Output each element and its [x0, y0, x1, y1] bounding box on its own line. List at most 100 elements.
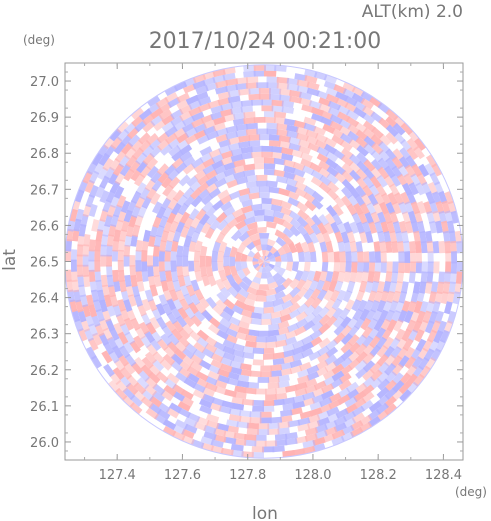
- field-cell: [133, 173, 146, 187]
- field-cell: [233, 112, 246, 120]
- field-cell: [307, 270, 316, 282]
- field-cell: [129, 255, 136, 267]
- field-cell: [351, 261, 358, 273]
- field-cell: [199, 245, 208, 257]
- field-cell: [300, 241, 310, 253]
- field-cell: [397, 309, 408, 323]
- field-cell: [349, 221, 359, 234]
- field-cell: [103, 363, 115, 378]
- field-cell: [150, 330, 163, 344]
- field-cell: [141, 260, 148, 272]
- field-cell: [261, 151, 273, 158]
- field-cell: [310, 313, 323, 326]
- field-cell: [256, 174, 268, 181]
- field-cell: [413, 145, 425, 160]
- field-cell: [258, 186, 270, 193]
- field-cell: [295, 311, 308, 322]
- field-cell: [172, 230, 182, 243]
- field-cell: [219, 286, 231, 299]
- field-cell: [172, 189, 185, 202]
- field-cell: [113, 336, 125, 350]
- field-cell: [82, 254, 89, 267]
- field-cell: [141, 239, 149, 252]
- field-cell: [341, 147, 354, 160]
- field-cell: [260, 371, 272, 378]
- field-cell: [71, 198, 81, 213]
- x-tick-label: 127.6: [164, 468, 201, 483]
- field-cell: [178, 174, 191, 187]
- field-cell: [160, 279, 169, 292]
- field-cell: [392, 261, 399, 274]
- field-cell: [78, 284, 86, 298]
- field-cell: [311, 394, 325, 404]
- field-cell: [213, 428, 227, 437]
- field-cell: [201, 274, 211, 287]
- field-cell: [76, 254, 83, 267]
- field-cell: [115, 313, 126, 327]
- field-cell: [386, 290, 395, 304]
- field-cell: [142, 229, 152, 242]
- field-cell: [364, 299, 374, 313]
- field-cell: [294, 181, 308, 191]
- field-cell: [218, 270, 228, 282]
- field-cell: [261, 261, 264, 268]
- field-cell: [202, 164, 216, 175]
- field-cell: [454, 230, 463, 244]
- field-cell: [193, 341, 206, 354]
- field-cell: [285, 183, 298, 194]
- field-cell: [367, 317, 379, 331]
- field-cell: [239, 369, 252, 377]
- field-cell: [253, 209, 265, 217]
- field-cell: [117, 331, 129, 345]
- field-cell: [158, 250, 166, 262]
- field-cell: [250, 203, 263, 211]
- field-cell: [321, 383, 335, 394]
- field-cell: [442, 281, 451, 295]
- field-cell: [170, 250, 177, 262]
- field-cell: [152, 351, 165, 364]
- field-cell: [362, 343, 375, 357]
- field-cell: [94, 239, 102, 252]
- field-cell: [131, 284, 140, 298]
- field-cell: [189, 353, 203, 365]
- field-cell: [302, 320, 316, 332]
- field-cell: [348, 342, 361, 355]
- field-cell: [398, 261, 405, 274]
- field-cell: [416, 310, 426, 324]
- field-cell: [298, 145, 311, 155]
- field-cell: [261, 105, 274, 112]
- field-cell: [431, 191, 442, 205]
- field-cell: [208, 323, 221, 335]
- field-cell: [308, 350, 322, 362]
- field-cell: [228, 316, 241, 327]
- field-cell: [215, 127, 229, 137]
- field-cell: [102, 224, 111, 237]
- field-cell: [186, 365, 200, 377]
- field-cell: [324, 420, 338, 430]
- field-cell: [83, 274, 91, 288]
- field-cell: [147, 298, 158, 312]
- field-cell: [280, 362, 293, 371]
- field-cell: [232, 343, 245, 352]
- field-cell: [211, 397, 225, 407]
- field-cell: [298, 139, 311, 149]
- field-cell: [135, 260, 142, 272]
- field-cell: [165, 320, 177, 333]
- field-cell: [369, 175, 382, 189]
- field-cell: [333, 251, 341, 263]
- field-cell: [297, 224, 309, 237]
- field-cell: [146, 187, 158, 201]
- field-cell: [258, 284, 270, 290]
- field-cell: [292, 174, 306, 184]
- field-cell: [124, 331, 136, 345]
- field-cell: [277, 374, 290, 383]
- field-cell: [311, 387, 325, 398]
- y-tick-label: 26.6: [30, 219, 59, 234]
- y-tick-label: 26.4: [30, 292, 59, 307]
- field-cell: [216, 291, 228, 304]
- y-tick-label: 26.0: [30, 436, 59, 451]
- field-cell: [281, 213, 294, 224]
- field-cell: [267, 376, 280, 383]
- field-cell: [253, 157, 266, 164]
- field-cell: [176, 132, 190, 144]
